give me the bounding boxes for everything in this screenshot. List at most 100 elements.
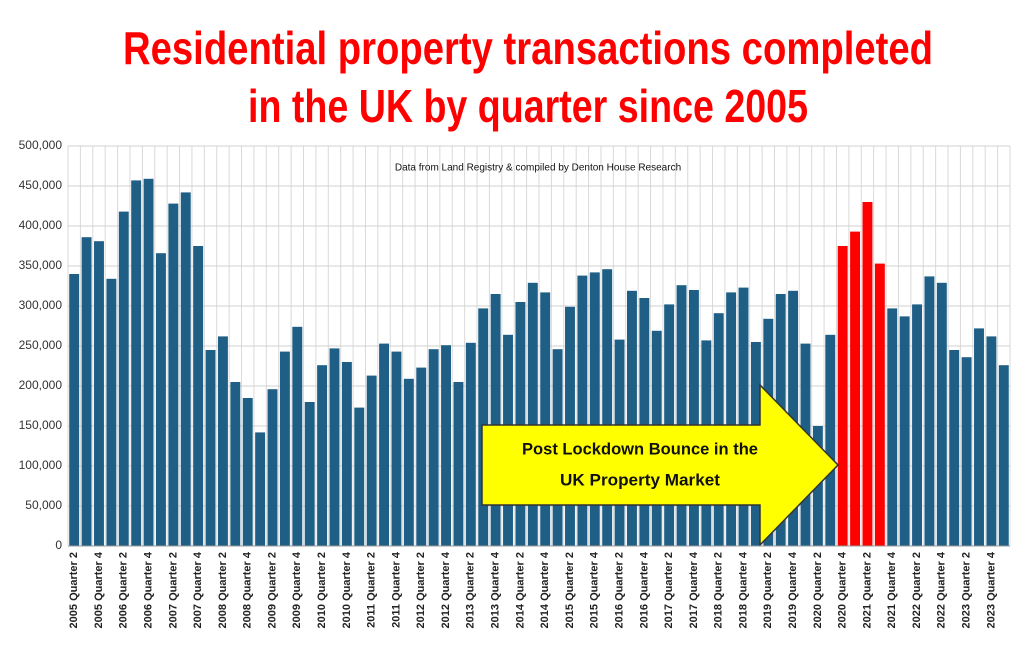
bar bbox=[304, 402, 315, 546]
bar bbox=[255, 432, 266, 546]
x-tick-label: 2023 Quarter 4 bbox=[985, 551, 997, 628]
subtitle: Data from Land Registry & compiled by De… bbox=[395, 163, 681, 174]
x-tick-label: 2018 Quarter 2 bbox=[713, 552, 725, 628]
bar bbox=[131, 180, 142, 546]
x-tick-label: 2022 Quarter 4 bbox=[936, 551, 948, 628]
bar bbox=[267, 389, 278, 546]
x-tick-label: 2016 Quarter 4 bbox=[638, 551, 650, 628]
x-tick-label: 2015 Quarter 4 bbox=[589, 551, 601, 628]
y-tick-label: 150,000 bbox=[19, 418, 63, 432]
bar bbox=[936, 282, 947, 546]
y-tick-label: 250,000 bbox=[19, 338, 63, 352]
bar bbox=[428, 349, 439, 546]
x-tick-label: 2012 Quarter 4 bbox=[440, 551, 452, 628]
bar bbox=[143, 178, 154, 547]
bar bbox=[453, 382, 464, 546]
bar bbox=[69, 274, 80, 546]
bar bbox=[639, 298, 650, 546]
bar bbox=[168, 203, 179, 546]
x-tick-label: 2023 Quarter 2 bbox=[961, 552, 973, 628]
bar bbox=[874, 263, 885, 546]
bar bbox=[726, 292, 737, 546]
bar bbox=[589, 272, 600, 546]
x-tick-label: 2011 Quarter 4 bbox=[390, 551, 402, 628]
x-tick-label: 2018 Quarter 4 bbox=[737, 551, 749, 628]
x-tick-label: 2009 Quarter 2 bbox=[266, 552, 278, 628]
bar bbox=[317, 365, 328, 546]
x-tick-label: 2007 Quarter 2 bbox=[167, 552, 179, 628]
bar bbox=[441, 345, 451, 546]
bar bbox=[403, 378, 414, 546]
y-tick-label: 50,000 bbox=[25, 498, 62, 512]
y-tick-label: 100,000 bbox=[19, 458, 63, 472]
x-tick-label: 2010 Quarter 4 bbox=[341, 551, 353, 628]
x-tick-label: 2005 Quarter 2 bbox=[68, 552, 80, 628]
x-tick-label: 2012 Quarter 2 bbox=[415, 552, 427, 628]
annotation-arrow bbox=[481, 383, 840, 547]
y-tick-label: 300,000 bbox=[19, 298, 63, 312]
bar bbox=[242, 398, 253, 546]
chart-title: in the UK by quarter since 2005 bbox=[248, 80, 808, 132]
bar bbox=[961, 357, 972, 546]
bar bbox=[676, 285, 687, 546]
bar bbox=[217, 336, 228, 546]
x-tick-label: 2005 Quarter 4 bbox=[93, 551, 105, 628]
bar bbox=[899, 316, 910, 546]
bar bbox=[577, 275, 588, 546]
y-tick-label: 350,000 bbox=[19, 258, 63, 272]
x-tick-label: 2019 Quarter 2 bbox=[762, 552, 774, 628]
y-tick-label: 400,000 bbox=[19, 218, 63, 232]
bar bbox=[527, 282, 538, 546]
bar bbox=[825, 334, 836, 546]
bar bbox=[850, 231, 861, 546]
bar bbox=[515, 302, 526, 546]
bar bbox=[738, 287, 749, 546]
chart-title: Residential property transactions comple… bbox=[123, 22, 933, 74]
x-tick-label: 2013 Quarter 4 bbox=[490, 551, 502, 628]
bar bbox=[106, 278, 117, 546]
x-tick-label: 2020 Quarter 2 bbox=[812, 552, 824, 628]
bar bbox=[329, 348, 340, 546]
bar bbox=[279, 351, 290, 546]
annotation: Post Lockdown Bounce in the bbox=[522, 439, 758, 458]
bar bbox=[974, 328, 984, 546]
bar bbox=[379, 343, 390, 546]
bar bbox=[366, 375, 377, 546]
bar bbox=[912, 304, 922, 546]
y-tick-label: 500,000 bbox=[19, 138, 63, 152]
bar bbox=[627, 290, 637, 546]
bar bbox=[118, 211, 129, 546]
bar bbox=[391, 351, 402, 546]
x-tick-label: 2007 Quarter 4 bbox=[192, 551, 204, 628]
bar bbox=[341, 362, 352, 546]
bar bbox=[230, 382, 241, 546]
x-tick-label: 2006 Quarter 2 bbox=[118, 552, 130, 628]
bar bbox=[837, 246, 848, 546]
bar bbox=[949, 350, 960, 546]
y-tick-label: 200,000 bbox=[19, 378, 63, 392]
x-tick-label: 2009 Quarter 4 bbox=[291, 551, 303, 628]
bar bbox=[490, 294, 501, 546]
x-tick-label: 2019 Quarter 4 bbox=[787, 551, 799, 628]
x-tick-label: 2013 Quarter 2 bbox=[465, 552, 477, 628]
bar bbox=[862, 202, 873, 546]
bar bbox=[94, 241, 104, 546]
bar bbox=[205, 350, 216, 546]
bar bbox=[193, 246, 204, 546]
x-tick-label: 2014 Quarter 4 bbox=[539, 551, 551, 628]
bar bbox=[924, 276, 935, 546]
x-tick-label: 2021 Quarter 2 bbox=[861, 552, 873, 628]
bar bbox=[292, 326, 303, 546]
bar bbox=[416, 367, 427, 546]
x-tick-label: 2008 Quarter 4 bbox=[242, 551, 254, 628]
x-tick-label: 2015 Quarter 2 bbox=[564, 552, 576, 628]
bar bbox=[986, 336, 997, 546]
x-tick-label: 2021 Quarter 4 bbox=[886, 551, 898, 628]
bar bbox=[887, 308, 898, 546]
bar bbox=[540, 292, 551, 546]
x-tick-label: 2022 Quarter 2 bbox=[911, 552, 923, 628]
x-tick-label: 2008 Quarter 2 bbox=[217, 552, 229, 628]
x-tick-label: 2017 Quarter 2 bbox=[663, 552, 675, 628]
bar bbox=[156, 253, 166, 546]
